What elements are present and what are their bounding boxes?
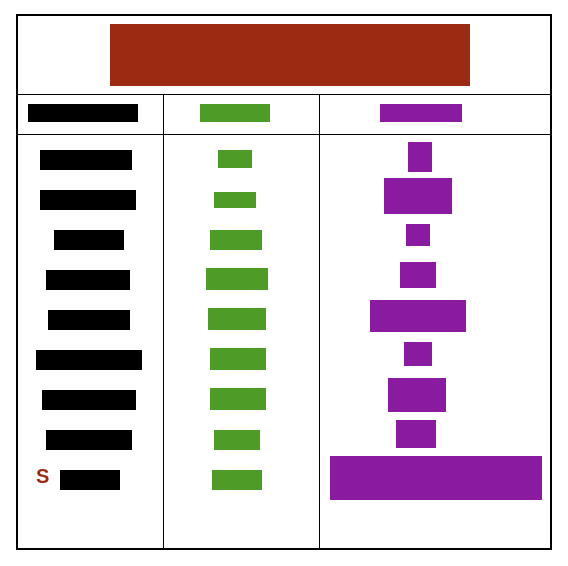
row-0-cell-3 bbox=[408, 142, 432, 172]
row-7-cell-3 bbox=[396, 420, 436, 448]
row-2-cell-3 bbox=[406, 224, 430, 246]
row-1-cell-3 bbox=[384, 178, 452, 214]
row-4-cell-2 bbox=[208, 308, 266, 330]
row-5-cell-1 bbox=[36, 350, 142, 370]
row-8-cell-2 bbox=[212, 470, 262, 490]
row-7-cell-2 bbox=[214, 430, 260, 450]
chart-canvas: S bbox=[0, 0, 568, 566]
row-3-cell-1 bbox=[46, 270, 130, 290]
v-rule bbox=[163, 94, 164, 548]
row-0-cell-2 bbox=[218, 150, 252, 168]
title-bar bbox=[110, 24, 470, 86]
header-cell-1 bbox=[28, 104, 138, 122]
source-mark: S bbox=[36, 466, 49, 489]
row-4-cell-3 bbox=[370, 300, 466, 332]
row-3-cell-2 bbox=[206, 268, 268, 290]
row-7-cell-1 bbox=[46, 430, 132, 450]
header-cell-2 bbox=[200, 104, 270, 122]
h-rule bbox=[18, 94, 550, 95]
row-6-cell-3 bbox=[388, 378, 446, 412]
header-cell-3 bbox=[380, 104, 462, 122]
row-1-cell-1 bbox=[40, 190, 136, 210]
row-2-cell-1 bbox=[54, 230, 124, 250]
row-6-cell-1 bbox=[42, 390, 136, 410]
row-5-cell-3 bbox=[404, 342, 432, 366]
row-4-cell-1 bbox=[48, 310, 130, 330]
row-0-cell-1 bbox=[40, 150, 132, 170]
row-1-cell-2 bbox=[214, 192, 256, 208]
row-8-cell-3 bbox=[330, 456, 542, 500]
v-rule bbox=[319, 94, 320, 548]
row-6-cell-2 bbox=[210, 388, 266, 410]
row-8-cell-1 bbox=[60, 470, 120, 490]
row-3-cell-3 bbox=[400, 262, 436, 288]
h-rule bbox=[18, 134, 550, 135]
row-2-cell-2 bbox=[210, 230, 262, 250]
row-5-cell-2 bbox=[210, 348, 266, 370]
